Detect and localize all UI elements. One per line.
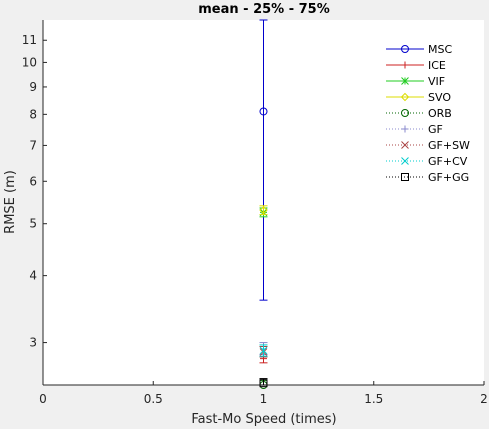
legend-label-ice: ICE — [428, 59, 446, 72]
series-gf-gg — [259, 378, 268, 388]
legend-marker-gf-gg — [401, 173, 409, 181]
legend-item-gf-cv: GF+CV — [386, 155, 468, 168]
legend-label-vif: VIF — [428, 75, 445, 88]
legend-item-gf-gg: GF+GG — [386, 171, 469, 184]
y-tick-label: 11 — [22, 33, 37, 47]
x-tick-label: 0.5 — [144, 392, 163, 406]
y-tick-label: 4 — [29, 269, 37, 283]
series-msc — [259, 19, 268, 301]
x-tick-label: 2 — [480, 392, 488, 406]
legend-marker-gf-cv — [401, 157, 409, 165]
legend-label-svo: SVO — [428, 91, 451, 104]
legend-marker-svo — [400, 92, 410, 102]
series-gf-cv — [259, 344, 268, 357]
point-msc — [259, 107, 268, 116]
legend-marker-gf — [401, 125, 409, 133]
y-tick-label: 7 — [29, 138, 37, 152]
legend-marker-vif — [401, 77, 409, 85]
series-svo — [259, 205, 268, 216]
x-tick-label: 0 — [39, 392, 47, 406]
legend-marker-orb — [401, 109, 409, 117]
x-tick-label: 1.5 — [364, 392, 383, 406]
legend-item-orb: ORB — [386, 107, 452, 120]
legend: MSC ICE VIF SVO ORB GF GF+SW GF+CV GF+GG — [386, 43, 470, 184]
legend-item-vif: VIF — [386, 75, 445, 88]
legend-label-gf-sw: GF+SW — [428, 139, 470, 152]
legend-item-gf-sw: GF+SW — [386, 139, 470, 152]
point-gf-gg — [259, 379, 268, 388]
legend-label-gf-gg: GF+GG — [428, 171, 469, 184]
legend-marker-ice — [401, 61, 409, 69]
y-tick-label: 6 — [29, 174, 37, 188]
point-svo — [259, 205, 268, 215]
legend-item-ice: ICE — [386, 59, 446, 72]
legend-marker-msc — [401, 45, 409, 53]
legend-marker-gf-sw — [401, 141, 409, 149]
chart-title: mean - 25% - 75% — [198, 2, 330, 17]
legend-label-gf: GF — [428, 123, 443, 136]
y-axis-label: RMSE (m) — [3, 170, 18, 234]
legend-item-msc: MSC — [386, 43, 452, 56]
legend-label-orb: ORB — [428, 107, 452, 120]
data-marks — [259, 19, 268, 389]
legend-item-svo: SVO — [386, 91, 451, 104]
x-axis-label: Fast-Mo Speed (times) — [191, 412, 336, 427]
legend-label-msc: MSC — [428, 43, 452, 56]
y-tick-label: 10 — [22, 55, 37, 69]
point-gf-cv — [259, 346, 268, 355]
y-tick-label: 8 — [29, 107, 37, 121]
y-tick-label: 3 — [29, 336, 37, 350]
legend-label-gf-cv: GF+CV — [428, 155, 468, 168]
y-tick-label: 9 — [29, 80, 37, 94]
legend-item-gf: GF — [386, 123, 443, 136]
y-tick-label: 5 — [29, 217, 37, 231]
x-tick-label: 1 — [260, 392, 268, 406]
